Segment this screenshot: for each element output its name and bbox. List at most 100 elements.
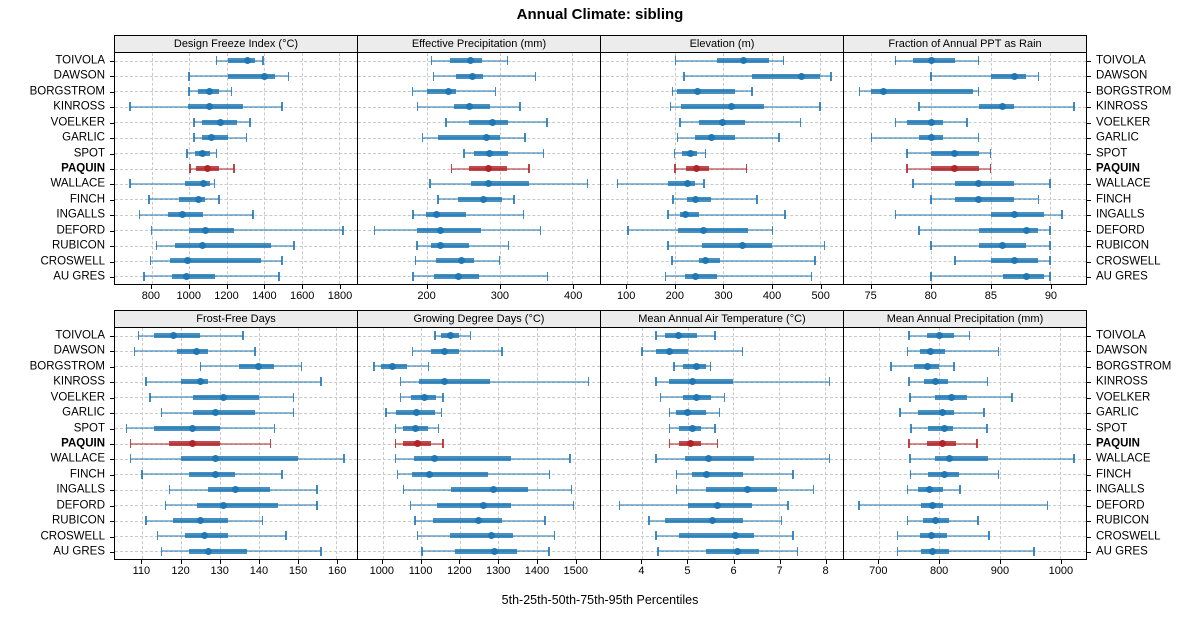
whisker-cap (156, 531, 159, 541)
v-gridline (574, 328, 576, 559)
whisker-cap (164, 500, 167, 510)
whisker-cap (976, 439, 978, 448)
y-axis-tick (1087, 413, 1091, 415)
whisker-cap (507, 241, 510, 250)
whisker-cap (1073, 454, 1075, 464)
whisker-cap (966, 117, 968, 127)
whisker-cap (723, 392, 726, 402)
whisker-cap (673, 361, 675, 371)
p25-p75-band (685, 456, 754, 462)
x-axis-tick (641, 560, 643, 564)
x-tick-label: 400 (762, 290, 782, 302)
site-labels-left: TOIVOLA DAWSON BORGSTROM KINROSS VOELKER GARL… (0, 35, 114, 305)
p25-p75-band (669, 379, 734, 385)
y-axis-tick (1087, 444, 1091, 445)
x-axis-tick (264, 285, 266, 289)
whisker-cap (799, 117, 802, 127)
median-dot (413, 440, 421, 447)
whisker-cap (316, 485, 318, 495)
median-dot (183, 257, 191, 265)
p25-p75-band (172, 273, 216, 279)
whisker-cap (278, 271, 280, 281)
v-gridline (336, 328, 338, 559)
x-tick-label: 140 (249, 565, 269, 577)
median-dot (480, 195, 488, 203)
p25-p75-band (694, 135, 736, 141)
x-axis-tick (870, 285, 872, 289)
p5-p95-line (907, 350, 999, 353)
p25-p75-band (177, 348, 209, 354)
median-dot (488, 532, 495, 540)
panel-strip: Effective Precipitation (mm) (357, 35, 601, 53)
x-axis-tick (258, 560, 260, 564)
whisker-cap (494, 86, 497, 96)
median-dot (951, 165, 959, 172)
median-dot (255, 362, 263, 370)
whisker-cap (703, 179, 705, 189)
p5-p95-line (617, 182, 705, 185)
whisker-cap (432, 71, 435, 81)
h-gridline (358, 366, 600, 368)
site-label: AU GRES (1096, 545, 1148, 558)
whisker-cap (137, 331, 140, 341)
v-gridline (819, 53, 821, 284)
whisker-cap (129, 454, 132, 464)
site-label: SPOT (73, 146, 105, 159)
median-dot (412, 409, 420, 417)
x-axis: 100 200 300 400 500 (600, 285, 844, 305)
y-axis-tick (110, 552, 114, 554)
site-label: GARLIC (1096, 406, 1139, 419)
whisker-cap (655, 331, 657, 341)
y-axis-tick (110, 246, 114, 248)
median-dot (684, 409, 692, 417)
y-axis-tick (1087, 76, 1091, 78)
median-dot (243, 57, 251, 65)
median-dot (220, 501, 228, 509)
x-tick-label: 1600 (289, 290, 315, 302)
median-dot (999, 103, 1007, 111)
y-axis-tick (1087, 536, 1091, 538)
whisker-cap (293, 241, 295, 250)
whisker-cap (714, 423, 716, 433)
median-dot (485, 165, 493, 172)
whisker-cap (316, 500, 318, 510)
whisker-cap (814, 256, 816, 266)
h-gridline (601, 183, 843, 185)
panel-strip-title: Design Freeze Index (°C) (173, 38, 299, 50)
x-axis-tick (1060, 560, 1062, 564)
p25-p75-band (188, 471, 236, 477)
y-axis-tick (1087, 184, 1091, 186)
v-gridline (999, 328, 1001, 559)
whisker-cap (778, 133, 780, 143)
p25-p75-band (181, 456, 298, 462)
site-label: FINCH (69, 193, 105, 206)
x-tick-label: 75 (864, 290, 877, 302)
whisker-cap (233, 164, 235, 173)
x-tick-label: 6 (730, 565, 737, 577)
x-tick-label: 900 (990, 565, 1010, 577)
x-axis-tick (141, 560, 143, 564)
median-dot (923, 362, 931, 370)
panel-strip: Frost-Free Days (114, 310, 358, 328)
whisker-cap (659, 392, 662, 402)
site-labels-left: TOIVOLA DAWSON BORGSTROM KINROSS VOELKER GARL… (0, 310, 114, 580)
p25-p75-band (153, 425, 220, 431)
whisker-cap (519, 102, 521, 112)
x-tick-label: 4 (638, 565, 645, 577)
whisker-cap (396, 469, 399, 479)
median-dot (465, 103, 473, 111)
site-label: AU GRES (53, 270, 105, 283)
median-dot (1022, 272, 1030, 280)
median-dot (194, 195, 202, 203)
panel-plot (114, 328, 358, 560)
whisker-cap (718, 408, 721, 418)
median-dot (436, 242, 444, 249)
p25-p75-band (449, 533, 514, 539)
whisker-cap (1049, 179, 1051, 189)
y-axis-tick (1087, 335, 1091, 337)
p25-p75-band (454, 548, 517, 554)
whisker-cap (287, 71, 290, 81)
whisker-cap (986, 377, 989, 387)
whisker-cap (930, 271, 932, 281)
median-dot (196, 378, 204, 386)
